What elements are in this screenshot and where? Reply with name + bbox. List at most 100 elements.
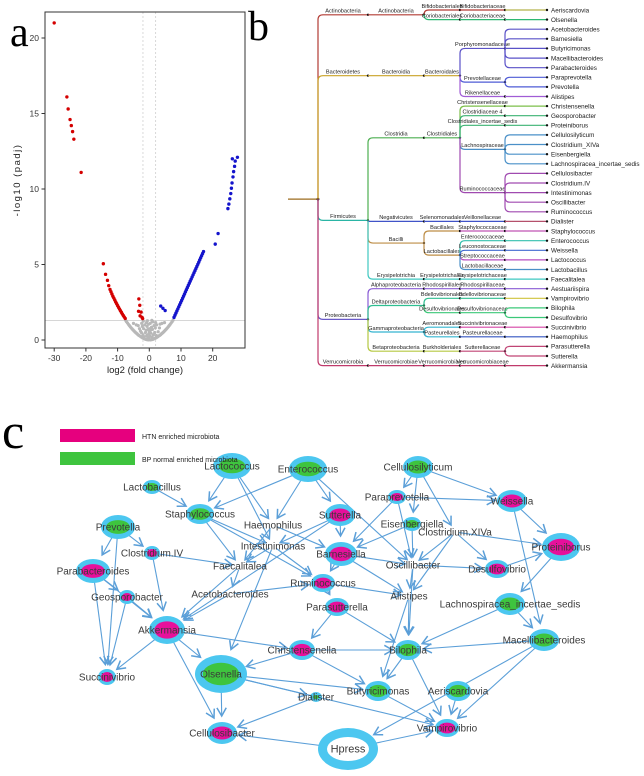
- tree-node-dot: [545, 326, 549, 329]
- tree-node-dot: [545, 249, 549, 252]
- tree-branch: [459, 240, 505, 256]
- y-axis-label: -log10 (padj): [12, 144, 23, 217]
- network-edge: [233, 580, 311, 595]
- node-core: [438, 722, 456, 734]
- tree-genus-label: Weissella: [551, 248, 578, 255]
- volcano-point: [163, 308, 167, 313]
- network-legend: HTN enriched microbiota BP normal enriche…: [60, 429, 238, 465]
- volcano-point: [153, 330, 157, 335]
- network-edge: [397, 502, 415, 559]
- tree-branch: [423, 14, 460, 21]
- tree-node-dot: [545, 345, 549, 348]
- tree-node-dot: [545, 28, 549, 31]
- tree-branch: [504, 345, 547, 352]
- tree-genus-label: Succinivibrio: [551, 325, 587, 332]
- tree-node-dot: [545, 364, 549, 367]
- network-edge: [115, 636, 159, 671]
- network-node: [445, 681, 471, 701]
- network-edge: [207, 516, 268, 545]
- node-core: [211, 726, 233, 740]
- tree-branch: [504, 192, 547, 203]
- network-node: [311, 574, 335, 592]
- tree-taxon-label: Clostridia: [384, 132, 408, 138]
- network-node: [213, 453, 251, 479]
- network-edge: [230, 569, 241, 588]
- network-edge: [356, 525, 408, 549]
- node-core: [314, 577, 332, 589]
- network-edge: [384, 694, 436, 723]
- network-edge: [411, 656, 442, 717]
- node-core: [122, 593, 132, 601]
- volcano-point: [143, 323, 147, 327]
- tree-genus-label: Enterococcus: [551, 238, 589, 245]
- network-node: [403, 456, 433, 478]
- y-tick-label: 0: [34, 335, 39, 345]
- tree-taxon-label: Erysipelotrichaceae: [458, 273, 507, 279]
- tree-genus-label: Intestinimonas: [551, 190, 592, 197]
- tree-node-dot: [545, 239, 549, 242]
- node-core: [407, 460, 429, 474]
- network-node-label: Lactobacillus: [123, 483, 181, 494]
- tree-branch: [504, 134, 547, 150]
- tree-taxon-label: Veillonellaceae: [464, 215, 501, 221]
- tree-node-dot: [545, 297, 549, 300]
- tree-taxon-label: Bacillales: [430, 225, 454, 231]
- volcano-point: [68, 117, 72, 122]
- tree-node-dot: [545, 201, 549, 204]
- tree-genus-label: Sutterella: [551, 353, 578, 360]
- node-core: [391, 493, 403, 501]
- tree-node-dot: [545, 191, 549, 194]
- network-edge: [204, 520, 237, 561]
- network-edge: [310, 612, 333, 640]
- tree-branch: [423, 9, 460, 15]
- volcano-point: [69, 123, 74, 128]
- network-edge: [244, 651, 295, 670]
- tree-genus-label: Macellibacteroides: [551, 55, 603, 62]
- tree-genus-label: Oscillibacter: [551, 200, 585, 207]
- tree-node-dot: [545, 37, 549, 40]
- network-edge: [407, 529, 418, 559]
- network-node-label: Butyricimonas: [347, 687, 410, 698]
- tree-taxon-label: Pasteurellaceae: [462, 331, 502, 337]
- tree-genus-label: Cellulosilyticum: [551, 132, 594, 139]
- network-edge: [278, 518, 332, 545]
- tree-genus-label: Dialister: [551, 219, 574, 226]
- panel-label-a: a: [10, 10, 29, 56]
- tree-taxon-label: Firmicutes: [330, 214, 356, 220]
- node-core: [190, 508, 210, 520]
- tree-taxon-label: Deltaproteobacteria: [372, 299, 422, 305]
- node-core: [368, 684, 388, 698]
- tree-branch: [459, 249, 505, 256]
- node-core: [81, 564, 105, 578]
- tree-node-dot: [545, 143, 549, 146]
- tree-branch: [504, 82, 547, 88]
- tree-taxon-label: Bdellovibrionaceae: [459, 292, 506, 298]
- tree-branch: [459, 124, 505, 138]
- tree-genus-label: Alistipes: [551, 94, 574, 101]
- node-core: [499, 597, 521, 611]
- network-edge: [313, 477, 332, 503]
- network-node: [186, 504, 214, 524]
- tree-node-dot: [545, 47, 549, 50]
- network-node: [144, 546, 160, 560]
- network-node-label: Acetobacteroides: [191, 590, 268, 601]
- network-node: [76, 559, 110, 583]
- tree-genus-label: Clostridium.IV: [551, 180, 591, 187]
- tree-branch: [459, 255, 505, 271]
- tree-taxon-label: Actinobacteria: [378, 9, 414, 15]
- network-edge: [416, 562, 485, 574]
- volcano-point: [141, 319, 145, 323]
- node-core: [398, 643, 418, 657]
- network-node: [143, 480, 161, 494]
- network-node: [403, 517, 421, 531]
- volcano-point: [213, 242, 217, 246]
- tree-taxon-label: Negativicutes: [379, 215, 413, 221]
- tree-node-dot: [545, 124, 549, 127]
- node-core: [202, 662, 240, 686]
- tree-genus-label: Vampirovibrio: [551, 296, 590, 303]
- tree-node-dot: [545, 104, 549, 108]
- network-node-label: Succinivibrio: [79, 673, 136, 684]
- network-edge: [380, 599, 409, 678]
- network-node: [325, 598, 349, 616]
- node-core: [533, 633, 555, 647]
